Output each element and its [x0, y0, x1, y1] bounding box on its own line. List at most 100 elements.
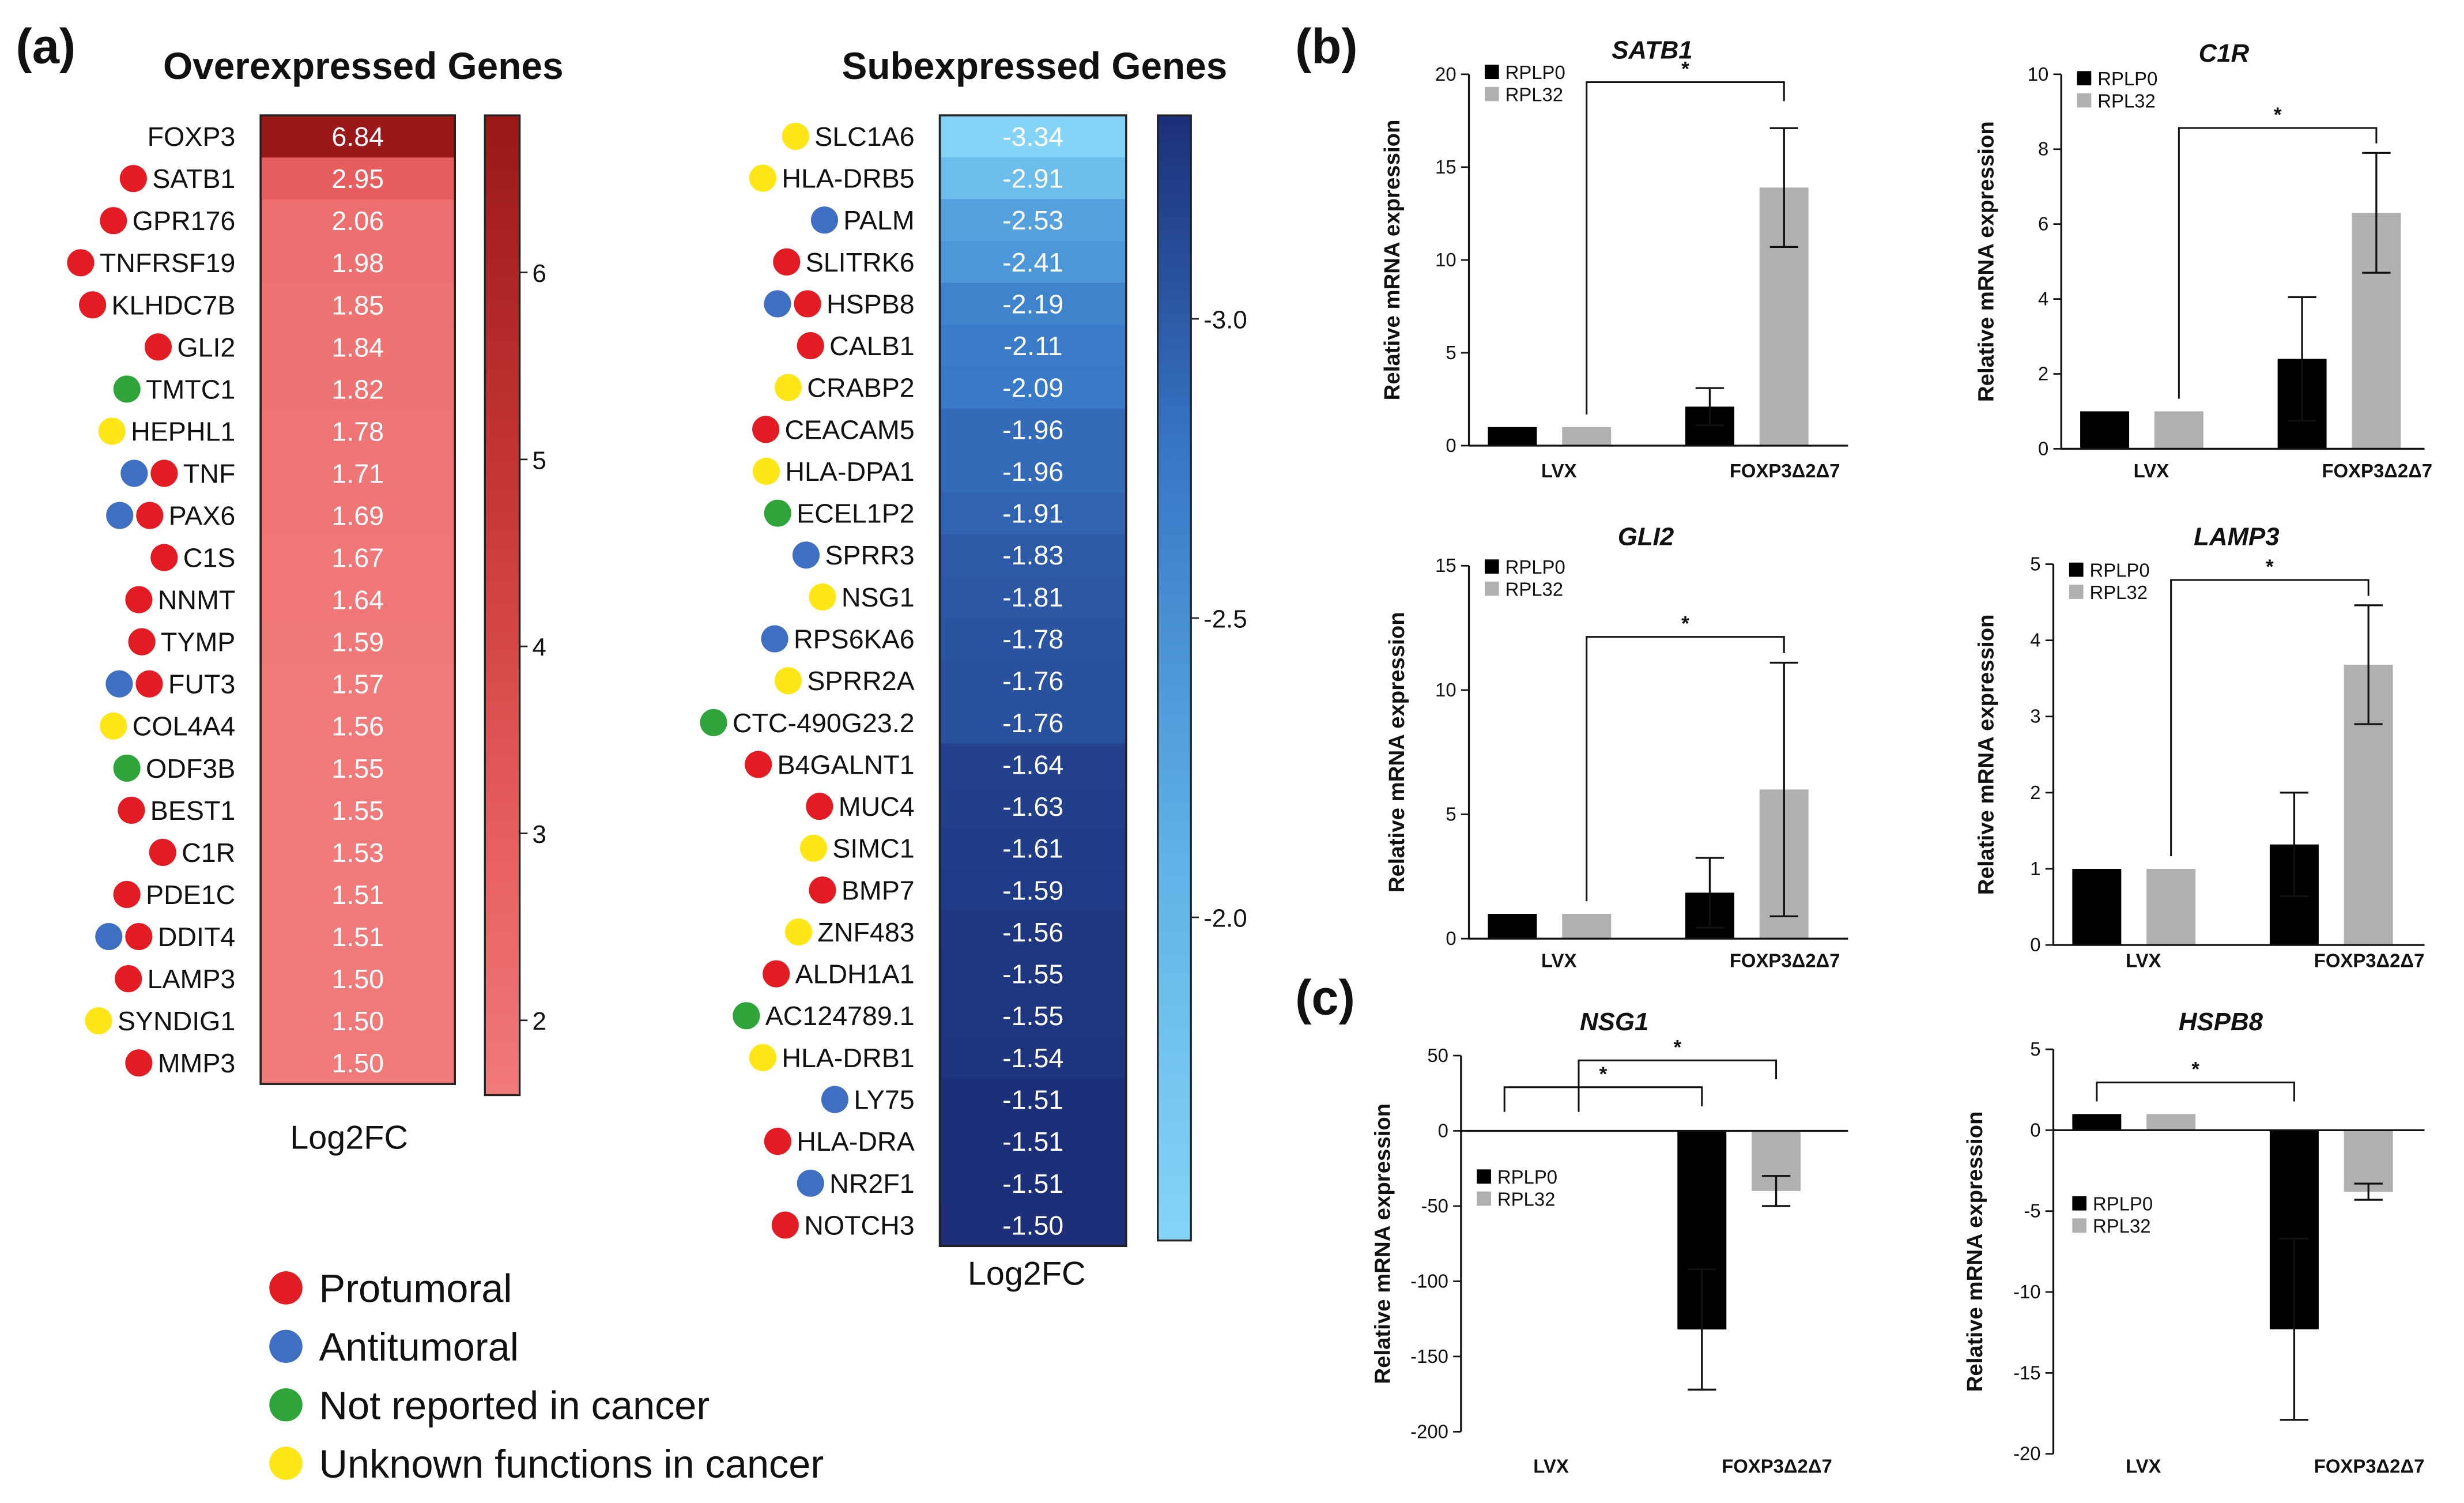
heatmap-cell — [939, 492, 1126, 535]
bar-rpl32 — [2154, 411, 2203, 449]
legend-dot — [269, 1271, 303, 1305]
y-tick-label: 4 — [2030, 630, 2040, 651]
heatmap-title: Subexpressed Genes — [842, 44, 1228, 87]
heatmap-cell — [939, 241, 1126, 284]
heatmap-cell — [939, 366, 1126, 409]
heatmap-cell-value: 1.51 — [331, 922, 384, 952]
gene-label: FOXP3 — [148, 122, 236, 152]
gene-label: ODF3B — [146, 754, 235, 783]
heatmap-cell — [261, 368, 455, 411]
gene-label: BMP7 — [842, 875, 915, 905]
y-tick-label: 1 — [2030, 858, 2040, 879]
heatmap-cell — [939, 911, 1126, 954]
heatmap-cell — [939, 785, 1126, 828]
barplot-ylabel: Relative mRNA expression — [1974, 614, 1998, 895]
heatmap-cell-value: 1.56 — [331, 711, 384, 741]
y-tick-label: 0 — [2038, 438, 2048, 459]
barplot-title: C1R — [2199, 39, 2250, 67]
bar-rplp0 — [1488, 914, 1537, 939]
colorbar-tick-label: 3 — [533, 820, 546, 849]
significance-star: * — [1673, 1035, 1681, 1058]
heatmap-cell-value: -1.96 — [1002, 415, 1063, 445]
heatmap-cell — [939, 576, 1126, 619]
heatmap-title: Overexpressed Genes — [163, 44, 564, 87]
y-tick-label: 5 — [1446, 803, 1456, 824]
gene-label: C1R — [182, 838, 235, 868]
category-dot — [797, 1169, 824, 1197]
panel-label-c: (c) — [1295, 971, 1355, 1026]
panel-label-a: (a) — [16, 20, 76, 74]
category-dot — [85, 1007, 112, 1035]
y-tick-label: 15 — [1435, 156, 1456, 178]
category-dot — [749, 1044, 777, 1071]
heatmap-cell — [939, 827, 1126, 870]
bar-rpl32 — [1562, 427, 1612, 446]
y-tick-label: -15 — [2013, 1362, 2041, 1383]
heatmap-cell — [261, 1000, 455, 1043]
y-tick-label: 0 — [1438, 1120, 1448, 1141]
y-tick-label: 10 — [2028, 63, 2049, 85]
heatmap-cell — [939, 995, 1126, 1038]
heatmap-cell — [939, 1078, 1126, 1121]
legend-swatch — [2077, 71, 2092, 86]
panel-label-b: (b) — [1295, 20, 1357, 74]
heatmap-overexpressed: Overexpressed Genes 6.84 FOXP3 2.95 SATB1 2.0… — [67, 44, 564, 1157]
y-tick-label: -150 — [1410, 1346, 1448, 1367]
heatmap-cell-value: -2.09 — [1002, 373, 1063, 403]
heatmap-cell-value: 1.85 — [331, 290, 384, 320]
gene-label: GLI2 — [177, 332, 235, 362]
category-dot — [95, 922, 123, 951]
category-dot — [100, 207, 127, 235]
legend-swatch — [1477, 1191, 1491, 1206]
colorbar-tick-label: -3.0 — [1203, 306, 1247, 334]
y-tick-label: 0 — [2030, 934, 2040, 955]
category-dot — [149, 838, 176, 867]
heatmap-cell — [939, 282, 1126, 326]
heatmap-cell-value: -3.34 — [1002, 122, 1063, 152]
barplot-title: LAMP3 — [2194, 523, 2280, 551]
category-dot — [125, 586, 153, 613]
heatmap-cell — [939, 325, 1126, 368]
significance-bracket — [2170, 579, 2369, 857]
gene-label: GPR176 — [133, 206, 236, 236]
category-dot — [774, 667, 802, 695]
heatmap-cell-value: -1.56 — [1002, 917, 1063, 947]
legend-label: Protumoral — [319, 1267, 512, 1311]
heatmap-cell-value: -1.78 — [1002, 624, 1063, 654]
gene-label: C1S — [183, 543, 236, 573]
category-dot — [763, 960, 790, 988]
heatmap-cell-value: -1.83 — [1002, 540, 1063, 570]
category-dot — [806, 793, 833, 820]
heatmap-xlabel: Log2FC — [968, 1255, 1086, 1292]
gene-label: NOTCH3 — [804, 1210, 914, 1240]
legend-label: RPL32 — [2097, 90, 2156, 111]
category-dot — [774, 374, 802, 401]
heatmap-cell — [261, 620, 455, 664]
gene-label: TNF — [183, 458, 236, 488]
gene-label: CTC-490G23.2 — [733, 708, 915, 738]
y-tick-label: 4 — [2038, 288, 2048, 310]
heatmaps: Overexpressed Genes 6.84 FOXP3 2.95 SATB1 2.0… — [67, 44, 1247, 1292]
heatmap-cell-value: -1.76 — [1002, 666, 1063, 696]
significance-star: * — [1681, 612, 1689, 635]
heatmap-cell — [261, 916, 455, 959]
category-dot — [67, 249, 95, 277]
barplot-title: HSPB8 — [2179, 1008, 2263, 1036]
gene-label: SPRR3 — [825, 540, 914, 570]
heatmap-cell-value: -2.19 — [1002, 289, 1063, 319]
bar-rpl32 — [2146, 1114, 2196, 1131]
heatmap-cell — [939, 115, 1126, 158]
category-dot — [782, 122, 809, 150]
gene-label: LAMP3 — [148, 964, 236, 994]
legend-swatch — [1477, 1169, 1491, 1184]
heatmap-cell — [939, 660, 1126, 703]
heatmap-cell-value: -1.63 — [1002, 792, 1063, 822]
legend-swatch — [2072, 1196, 2087, 1211]
y-tick-label: 50 — [1427, 1045, 1448, 1066]
heatmap-cell — [261, 199, 455, 243]
gene-label: HLA-DRB1 — [782, 1043, 914, 1073]
y-tick-label: 10 — [1435, 249, 1456, 270]
legend-dot — [269, 1447, 303, 1480]
heatmap-cell-value: 1.69 — [331, 500, 384, 530]
heatmap-cell — [261, 958, 455, 1001]
